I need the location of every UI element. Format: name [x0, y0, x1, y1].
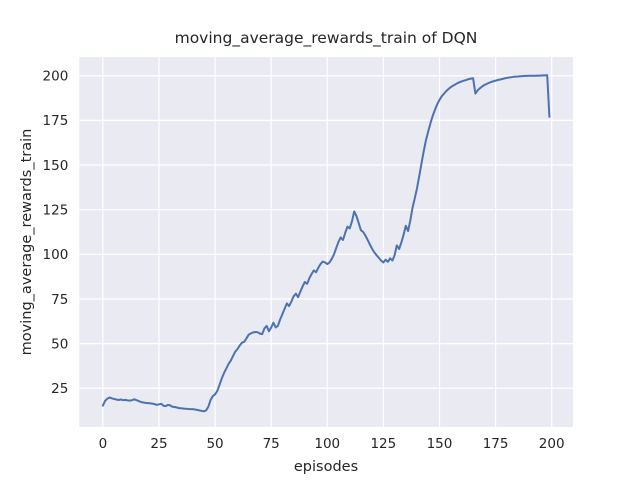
data-line: [101, 74, 551, 413]
y-tick-label: 150: [43, 158, 69, 174]
x-tick-label: 175: [483, 436, 509, 452]
y-tick-label: 100: [43, 247, 69, 263]
x-tick-label: 75: [263, 436, 280, 452]
x-tick-label: 100: [314, 436, 340, 452]
y-tick-label: 50: [51, 336, 68, 352]
y-tick-label: 200: [43, 69, 69, 85]
x-tick-label: 50: [206, 436, 223, 452]
x-tick-label: 200: [539, 436, 565, 452]
x-tick-label: 125: [370, 436, 396, 452]
y-tick-label: 25: [51, 381, 68, 397]
x-tick-label: 0: [99, 436, 108, 452]
y-axis-label: moving_average_rewards_train: [19, 129, 35, 356]
y-tick-label: 75: [51, 292, 68, 308]
x-tick-label: 150: [427, 436, 453, 452]
plot-area: [79, 57, 574, 427]
chart-title: moving_average_rewards_train of DQN: [175, 29, 478, 48]
y-tick-label: 175: [43, 113, 69, 129]
x-axis-label: episodes: [294, 459, 358, 475]
y-tick-label: 125: [43, 202, 69, 218]
x-tick-label: 25: [150, 436, 167, 452]
